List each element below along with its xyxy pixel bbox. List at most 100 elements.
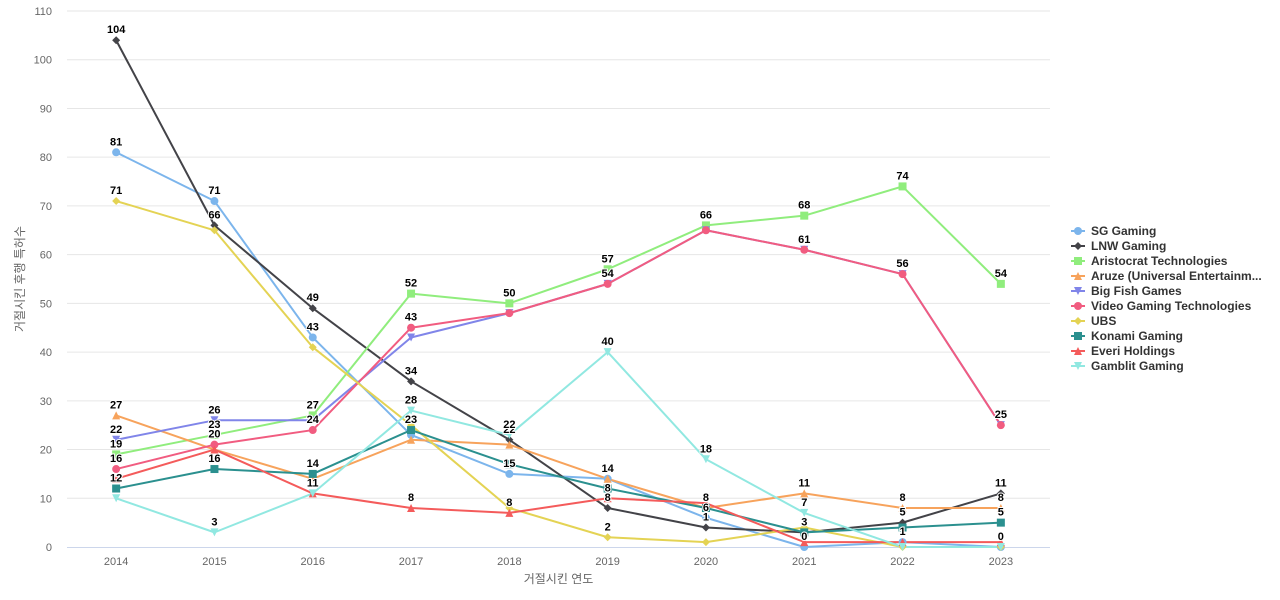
data-point-gamblit-gaming <box>800 508 809 517</box>
data-label: 66 <box>700 209 712 221</box>
y-tick-label: 30 <box>40 396 52 408</box>
data-point-big-fish-games <box>407 333 416 342</box>
data-point-aristocrat-technologies <box>505 299 514 308</box>
gridlines <box>67 10 1050 499</box>
data-label: 11 <box>798 477 810 489</box>
series-line-ubs <box>115 200 1002 548</box>
data-point-sg-gaming <box>112 148 121 157</box>
series-line-big-fish-games <box>115 229 1002 441</box>
data-point-gamblit-gaming <box>996 543 1005 551</box>
legend-symbol-marker <box>1074 362 1082 370</box>
data-label: 12 <box>110 473 122 485</box>
x-axis-ticks: 2014 2015 2016 2017 2018 2019 2020 2021 2022 2023 <box>104 556 1013 568</box>
data-label: 40 <box>602 336 614 348</box>
data-label: 27 <box>110 399 122 411</box>
data-point-lnw-gaming <box>603 504 612 513</box>
data-label: 5 <box>998 507 1004 519</box>
data-point-konami-gaming <box>800 528 809 537</box>
data-label: 27 <box>307 399 319 411</box>
data-point-lnw-gaming <box>112 36 121 45</box>
legend-item-label: Video Gaming Technologies <box>1091 299 1252 313</box>
data-label: 43 <box>307 321 319 333</box>
data-point-video-gaming-technologies <box>898 270 907 279</box>
data-point-konami-gaming <box>505 460 514 469</box>
y-tick-label: 60 <box>40 250 52 262</box>
data-label: 19 <box>110 438 122 450</box>
data-label: 16 <box>208 453 220 465</box>
legend-symbol-marker <box>1074 332 1082 340</box>
y-tick-label: 10 <box>40 493 52 505</box>
data-label: 71 <box>110 185 122 197</box>
data-point-aristocrat-technologies <box>112 450 121 459</box>
series-lines <box>115 39 1002 548</box>
data-point-gamblit-gaming <box>505 430 514 439</box>
data-point-ubs <box>701 538 710 547</box>
data-point-aristocrat-technologies <box>210 430 219 439</box>
data-point-lnw-gaming <box>407 377 416 386</box>
y-axis-ticks: 0 10 20 30 40 50 60 70 80 90 100 110 <box>34 6 52 554</box>
legend-item-label: LNW Gaming <box>1091 239 1166 253</box>
y-tick-label: 100 <box>34 55 52 67</box>
data-label: 0 <box>998 531 1004 543</box>
y-tick-label: 0 <box>46 542 52 554</box>
data-point-sg-gaming <box>505 469 514 478</box>
legend-item-label: Everi Holdings <box>1091 344 1175 358</box>
data-point-gamblit-gaming <box>898 543 907 551</box>
legend-item-label: UBS <box>1091 314 1116 328</box>
data-label: 15 <box>503 458 515 470</box>
legend-item-label: Aristocrat Technologies <box>1091 254 1228 268</box>
data-point-aruze-universal-entertainm <box>407 435 416 444</box>
data-point-gamblit-gaming <box>308 489 317 498</box>
data-point-video-gaming-technologies <box>701 226 710 235</box>
x-tick-label: 2014 <box>104 556 128 568</box>
data-point-aruze-universal-entertainm <box>308 474 317 483</box>
x-tick-label: 2019 <box>595 556 619 568</box>
data-point-gamblit-gaming <box>112 494 121 503</box>
y-tick-label: 40 <box>40 347 52 359</box>
data-point-video-gaming-technologies <box>603 279 612 288</box>
data-label: 22 <box>110 424 122 436</box>
data-point-gamblit-gaming <box>210 528 219 537</box>
data-point-lnw-gaming <box>210 221 219 230</box>
data-label: 8 <box>703 492 709 504</box>
data-point-video-gaming-technologies <box>112 465 121 474</box>
data-label: 25 <box>995 409 1007 421</box>
data-point-konami-gaming <box>898 523 907 532</box>
data-label: 14 <box>602 463 615 475</box>
legend-symbol-marker <box>1074 227 1082 235</box>
legend-symbol-marker <box>1074 257 1082 265</box>
data-label: 26 <box>208 404 220 416</box>
data-label: 8 <box>605 492 611 504</box>
data-label: 22 <box>503 419 515 431</box>
x-tick-label: 2020 <box>694 556 718 568</box>
data-point-gamblit-gaming <box>407 406 416 415</box>
legend-item-label: Konami Gaming <box>1091 329 1183 343</box>
data-point-video-gaming-technologies <box>308 426 317 435</box>
x-axis-title: 거절시킨 연도 <box>524 572 594 586</box>
data-label: 5 <box>899 507 905 519</box>
data-label: 49 <box>307 292 319 304</box>
data-label: 7 <box>801 497 807 509</box>
series-line-sg-gaming <box>115 151 1002 548</box>
data-point-sg-gaming <box>701 513 710 522</box>
data-point-video-gaming-technologies <box>210 440 219 449</box>
data-label: 74 <box>896 170 909 182</box>
series-line-konami-gaming <box>115 429 1002 534</box>
data-label: 50 <box>503 287 515 299</box>
x-tick-label: 2022 <box>890 556 914 568</box>
data-point-lnw-gaming <box>996 489 1005 498</box>
data-point-everi-holdings <box>603 494 612 503</box>
data-label: 3 <box>211 516 217 528</box>
data-point-big-fish-games <box>210 416 219 425</box>
data-point-aristocrat-technologies <box>407 289 416 298</box>
data-point-konami-gaming <box>701 504 710 513</box>
data-point-aruze-universal-entertainm <box>112 411 121 420</box>
data-point-everi-holdings <box>407 504 416 513</box>
data-point-everi-holdings <box>112 474 121 483</box>
x-tick-label: 2016 <box>301 556 325 568</box>
data-label: 20 <box>208 429 220 441</box>
y-tick-label: 70 <box>40 201 52 213</box>
